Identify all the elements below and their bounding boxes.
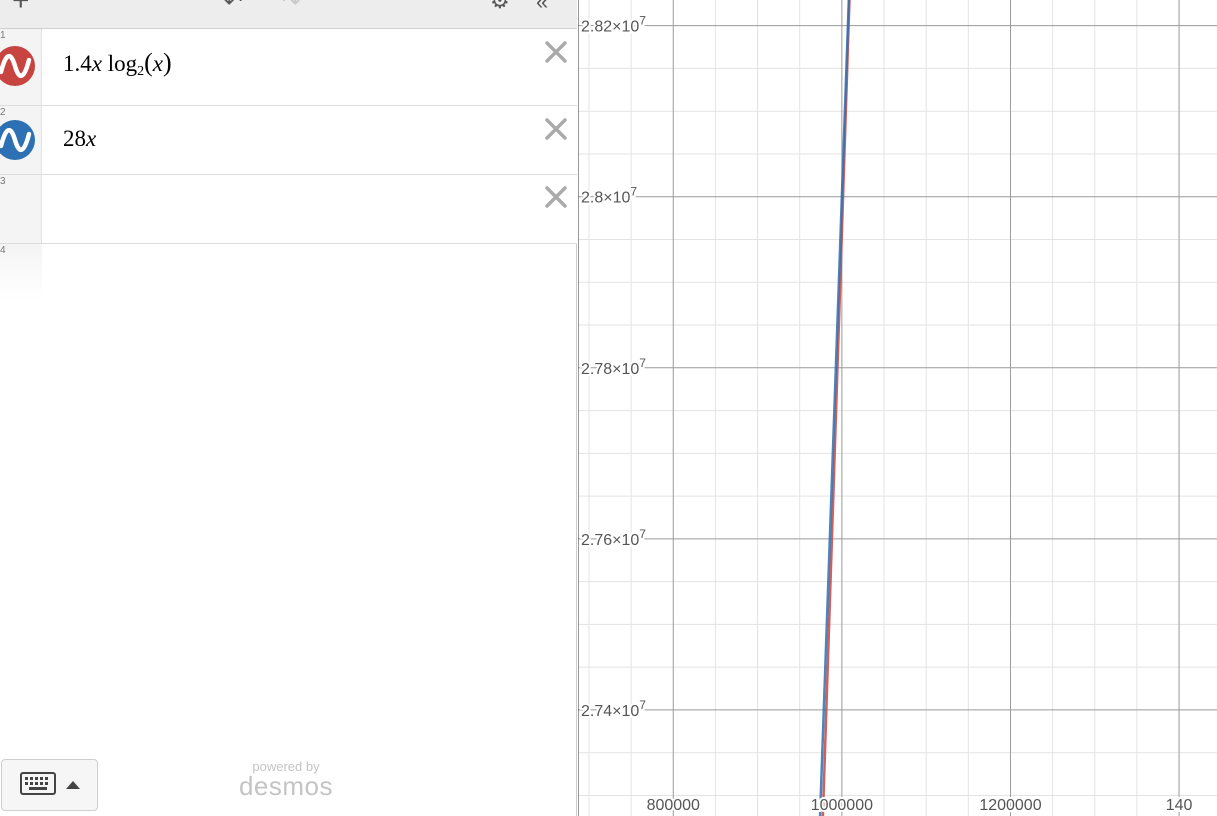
x-tick-label: 1000000 bbox=[811, 797, 873, 814]
expression-gutter: 3 bbox=[0, 175, 42, 243]
math-function: log bbox=[101, 51, 138, 76]
y-tick-label: 2.82×107 bbox=[581, 14, 646, 36]
graph-color-icon[interactable] bbox=[0, 120, 35, 160]
x-tick-label: 140 bbox=[1166, 797, 1193, 814]
powered-by-label: powered by bbox=[252, 759, 320, 774]
desmos-branding: powered by desmos bbox=[236, 759, 336, 801]
expression-row[interactable]: 1 1.4x log2(x) bbox=[0, 29, 577, 106]
math-log-base: 2 bbox=[137, 64, 145, 79]
y-tick-label: 2.78×107 bbox=[581, 356, 646, 378]
expression-number: 4 bbox=[0, 245, 6, 256]
plus-icon[interactable]: + bbox=[12, 0, 30, 17]
math-variable: x bbox=[86, 126, 97, 151]
expression-math[interactable]: 28x bbox=[63, 126, 96, 152]
undo-icon[interactable]: ↶ bbox=[224, 0, 243, 14]
y-tick-label: 2.8×107 bbox=[581, 185, 637, 207]
double-chevron-left-icon[interactable]: « bbox=[536, 0, 549, 14]
expression-number: 1 bbox=[0, 30, 6, 41]
keyboard-icon bbox=[20, 772, 80, 795]
expression-row[interactable]: 3 bbox=[0, 175, 577, 244]
gear-icon[interactable]: ⚙ bbox=[490, 0, 510, 13]
redo-icon[interactable]: ↷ bbox=[282, 0, 301, 14]
expression-panel: + ↶ ↷ ⚙ « 1 1.4x log2(x) bbox=[0, 0, 577, 816]
graph-paper[interactable]: 2.82×107 2.8×107 2.78×107 2.76×107 2.74×107 … bbox=[577, 0, 1217, 816]
math-paren-close: ) bbox=[163, 48, 172, 77]
caret-up-icon bbox=[66, 781, 80, 789]
graph-color-icon[interactable] bbox=[0, 46, 35, 86]
math-variable: x bbox=[91, 51, 102, 76]
math-coefficient: 28 bbox=[63, 126, 86, 151]
close-icon[interactable] bbox=[542, 115, 570, 143]
expression-gutter: 2 bbox=[0, 106, 42, 174]
expression-row[interactable]: 2 28x bbox=[0, 106, 577, 175]
close-icon[interactable] bbox=[542, 183, 570, 211]
math-paren-open: ( bbox=[144, 48, 153, 77]
wave-icon bbox=[0, 128, 32, 152]
expression-number: 2 bbox=[0, 107, 6, 118]
wave-icon bbox=[0, 54, 32, 78]
math-coefficient: 1.4 bbox=[63, 51, 92, 76]
graph-svg: 2.82×1072.8×1072.78×1072.76×1072.74×107 … bbox=[577, 0, 1217, 816]
series-line bbox=[818, 0, 851, 816]
x-tick-label: 1200000 bbox=[979, 797, 1041, 814]
y-tick-label: 2.76×107 bbox=[581, 527, 646, 549]
desmos-logo: desmos bbox=[238, 771, 334, 801]
expression-number: 3 bbox=[0, 176, 6, 187]
expression-math[interactable]: 1.4x log2(x) bbox=[63, 48, 172, 80]
expression-gutter[interactable]: 4 bbox=[0, 244, 42, 300]
gutter-fade bbox=[0, 244, 42, 300]
expression-gutter: 1 bbox=[0, 29, 42, 105]
close-icon[interactable] bbox=[542, 38, 570, 66]
math-variable: x bbox=[152, 51, 163, 76]
y-tick-label: 2.74×107 bbox=[581, 698, 646, 720]
expression-toolbar: + ↶ ↷ ⚙ « bbox=[0, 0, 577, 29]
keyboard-toggle-button[interactable] bbox=[1, 759, 98, 811]
x-tick-label: 800000 bbox=[647, 797, 700, 814]
